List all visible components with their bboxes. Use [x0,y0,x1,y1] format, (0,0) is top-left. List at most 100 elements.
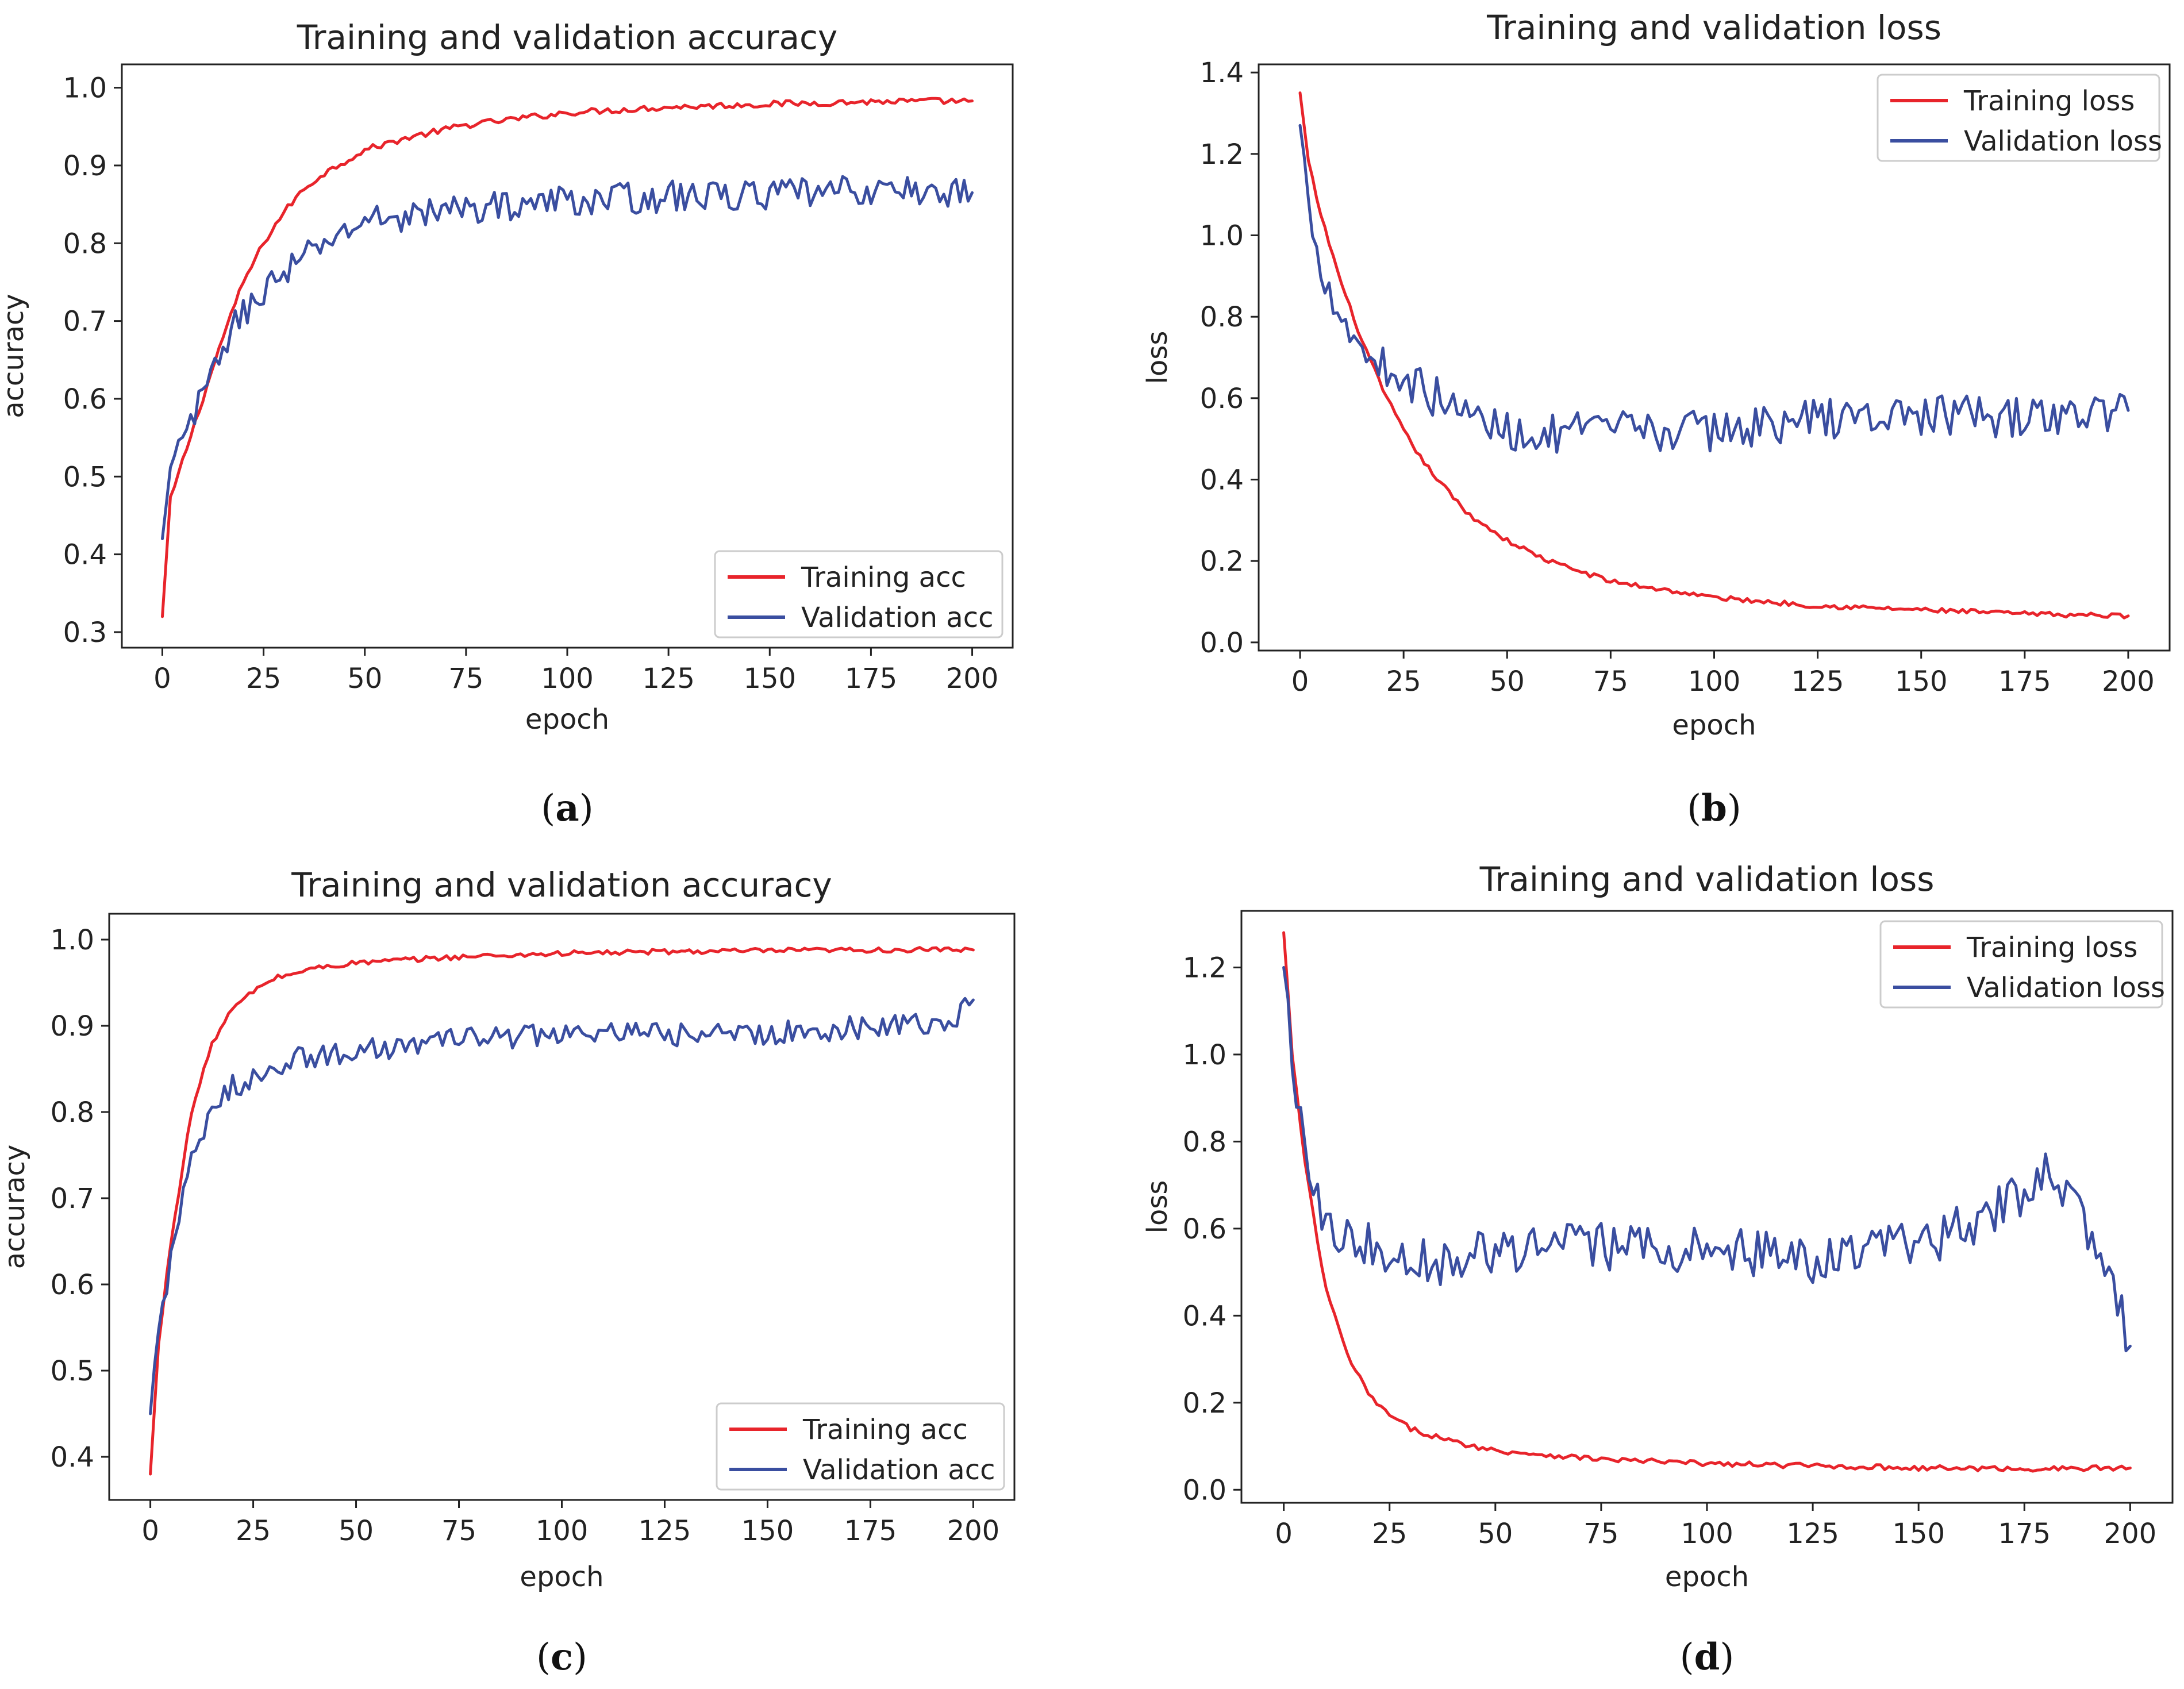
legend-label: Validation acc [803,1454,995,1486]
y-axis-label: accuracy [0,1145,31,1269]
legend-label: Validation acc [801,602,993,634]
x-tick-label: 200 [946,663,999,695]
x-axis-label: epoch [1665,1561,1749,1593]
series-line-training [1282,931,2132,1473]
x-tick-label: 25 [1372,1518,1407,1550]
x-tick-label: 125 [642,663,695,695]
y-tick-label: 0.4 [63,539,107,571]
y-tick-label: 1.2 [1200,138,1244,171]
panel-caption-letter: a [555,787,579,830]
panel-caption: (a) [541,787,593,830]
y-tick-label: 0.4 [51,1441,94,1473]
x-tick-label: 125 [1786,1518,1839,1550]
x-tick-label: 0 [1291,665,1309,698]
x-tick-label: 50 [1478,1518,1513,1550]
x-tick-label: 0 [1275,1518,1293,1550]
y-tick-label: 1.0 [63,72,107,105]
chart-panel-c: Training and validation accuracy 0 25 50 75 1… [0,865,1016,1679]
x-tick-label: 25 [236,1515,271,1547]
x-tick-label: 25 [1386,665,1421,698]
x-tick-label: 50 [339,1515,374,1547]
x-tick-label: 150 [741,1515,794,1547]
legend-box [1879,920,2163,1009]
y-tick-label: 1.4 [1200,57,1244,89]
y-tick-label: 0.6 [1183,1213,1226,1245]
panel-caption-letter: c [551,1636,573,1679]
series-line-training [1298,91,2130,620]
legend-label: Training acc [802,1414,968,1446]
x-tick-label: 125 [639,1515,691,1547]
x-axis-label: epoch [525,703,609,736]
x-tick-label: 200 [2104,1518,2157,1550]
legend: Training acc Validation acc [716,1402,1005,1491]
x-tick-label: 50 [1490,665,1525,698]
y-tick-label: 0.6 [63,383,107,415]
panel-caption: (c) [536,1636,587,1679]
legend-label: Validation loss [1967,972,2165,1004]
legend-box [714,550,1003,638]
y-tick-label: 0.8 [51,1096,94,1129]
y-tick-label: 0.4 [1200,464,1244,497]
y-tick-label: 0.8 [63,228,107,260]
y-tick-label: 0.8 [1183,1126,1226,1158]
y-tick-label: 0.7 [63,306,107,338]
legend: Training loss Validation loss [1879,920,2165,1009]
y-tick-label: 0.2 [1200,545,1244,578]
legend-label: Training loss [1966,932,2137,964]
y-tick-label: 0.5 [51,1355,94,1387]
legend-box [716,1402,1005,1491]
x-tick-label: 100 [536,1515,589,1547]
series-line-training [149,946,975,1476]
y-tick-label: 1.0 [1183,1039,1226,1071]
x-tick-label: 75 [448,663,483,695]
series-line-validation [1282,966,2132,1353]
y-tick-label: 1.0 [1200,220,1244,252]
x-tick-label: 25 [246,663,281,695]
x-tick-label: 200 [2102,665,2155,698]
y-tick-label: 0.8 [1200,301,1244,333]
x-tick-label: 175 [844,1515,897,1547]
x-tick-label: 100 [1681,1518,1733,1550]
x-tick-label: 100 [1688,665,1741,698]
x-tick-label: 75 [1593,665,1628,698]
y-tick-label: 0.9 [63,150,107,182]
x-tick-label: 125 [1791,665,1844,698]
x-tick-label: 200 [947,1515,1000,1547]
x-tick-label: 150 [1895,665,1948,698]
chart-title: Training and validation accuracy [297,18,838,57]
x-tick-label: 75 [1583,1518,1618,1550]
x-tick-label: 50 [347,663,382,695]
y-tick-label: 1.2 [1183,952,1226,984]
x-tick-label: 0 [141,1515,159,1547]
x-tick-label: 175 [845,663,898,695]
x-tick-label: 100 [541,663,594,695]
y-tick-label: 0.9 [51,1010,94,1042]
y-axis-label: loss [1141,331,1174,384]
y-tick-label: 0.3 [63,617,107,649]
chart-title: Training and validation loss [1479,860,1935,899]
y-tick-label: 1.0 [51,924,94,956]
chart-title: Training and validation loss [1486,8,1941,47]
y-axis-label: accuracy [0,294,30,418]
x-axis-label: epoch [520,1561,603,1593]
chart-panel-d: Training and validation loss 0 25 50 75 100 12… [1141,860,2174,1679]
x-axis-label: epoch [1672,709,1756,741]
legend-label: Training loss [1963,85,2135,117]
y-tick-label: 0.0 [1200,627,1244,659]
series-line-validation [1298,124,2130,454]
y-tick-label: 0.5 [63,461,107,493]
x-tick-label: 175 [1998,1518,2051,1550]
y-tick-label: 0.6 [1200,383,1244,415]
legend-box [1877,74,2160,162]
series-line-validation [149,997,975,1415]
panel-caption-letter: b [1701,787,1727,830]
x-tick-label: 0 [153,663,171,695]
legend-label: Validation loss [1964,125,2162,157]
x-tick-label: 150 [1892,1518,1945,1550]
series-line-validation [161,175,974,540]
y-tick-label: 0.6 [51,1269,94,1301]
x-tick-label: 150 [743,663,796,695]
series-line-training [161,97,974,618]
chart-panel-a: Training and validation accuracy 0 25 50 75 1… [0,18,1014,830]
